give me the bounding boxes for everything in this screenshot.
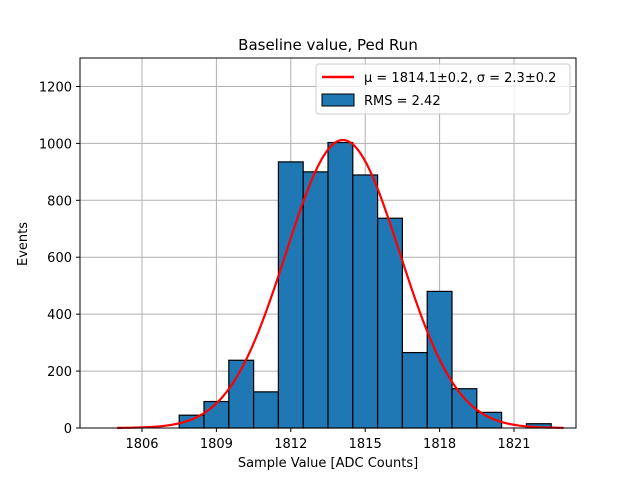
histogram-bar: [401, 351, 428, 429]
x-tick-label: 1806: [125, 437, 158, 452]
fit-curve: [117, 138, 564, 429]
histogram-bar: [451, 388, 478, 429]
legend: μ = 1814.1±0.2, σ = 2.3±0.2 RMS = 2.42: [315, 63, 571, 115]
histogram-bar: [302, 171, 329, 429]
y-tick-label: 400: [47, 308, 72, 323]
y-tick-label: 200: [47, 365, 72, 380]
legend-histogram-swatch: [321, 93, 355, 107]
legend-histogram-label: RMS = 2.42: [364, 94, 441, 109]
plot-frame: [79, 57, 577, 429]
gaussian-fit: [117, 138, 564, 429]
y-tick-label: 600: [47, 251, 72, 266]
histogram-bar: [253, 391, 280, 429]
x-tick-label: 1812: [274, 437, 307, 452]
histogram-bar: [277, 161, 304, 429]
histogram-bar: [327, 141, 354, 429]
x-axis-label: Sample Value [ADC Counts]: [238, 456, 418, 471]
histogram-bar: [228, 359, 255, 429]
histogram-bar: [352, 174, 379, 429]
y-tick-label: 0: [64, 422, 72, 437]
x-tick-label: 1815: [349, 437, 382, 452]
y-tick-label: 1200: [39, 80, 72, 95]
legend-fit-label: μ = 1814.1±0.2, σ = 2.3±0.2: [364, 71, 556, 86]
x-tick-label: 1818: [423, 437, 456, 452]
y-axis-label: Events: [16, 222, 31, 266]
histogram-bar: [203, 400, 230, 429]
x-axis-ticks: 1806 1809 1812 1815 1818 1821: [125, 428, 531, 452]
y-axis-ticks: 0 200 400 600 800 1000 1200: [39, 80, 80, 437]
y-tick-label: 800: [47, 194, 72, 209]
x-tick-label: 1821: [497, 437, 530, 452]
y-tick-label: 1000: [39, 137, 72, 152]
x-tick-label: 1809: [200, 437, 233, 452]
legend-box: [315, 63, 571, 115]
chart-title: Baseline value, Ped Run: [238, 36, 418, 54]
histogram-bars: [178, 141, 552, 429]
